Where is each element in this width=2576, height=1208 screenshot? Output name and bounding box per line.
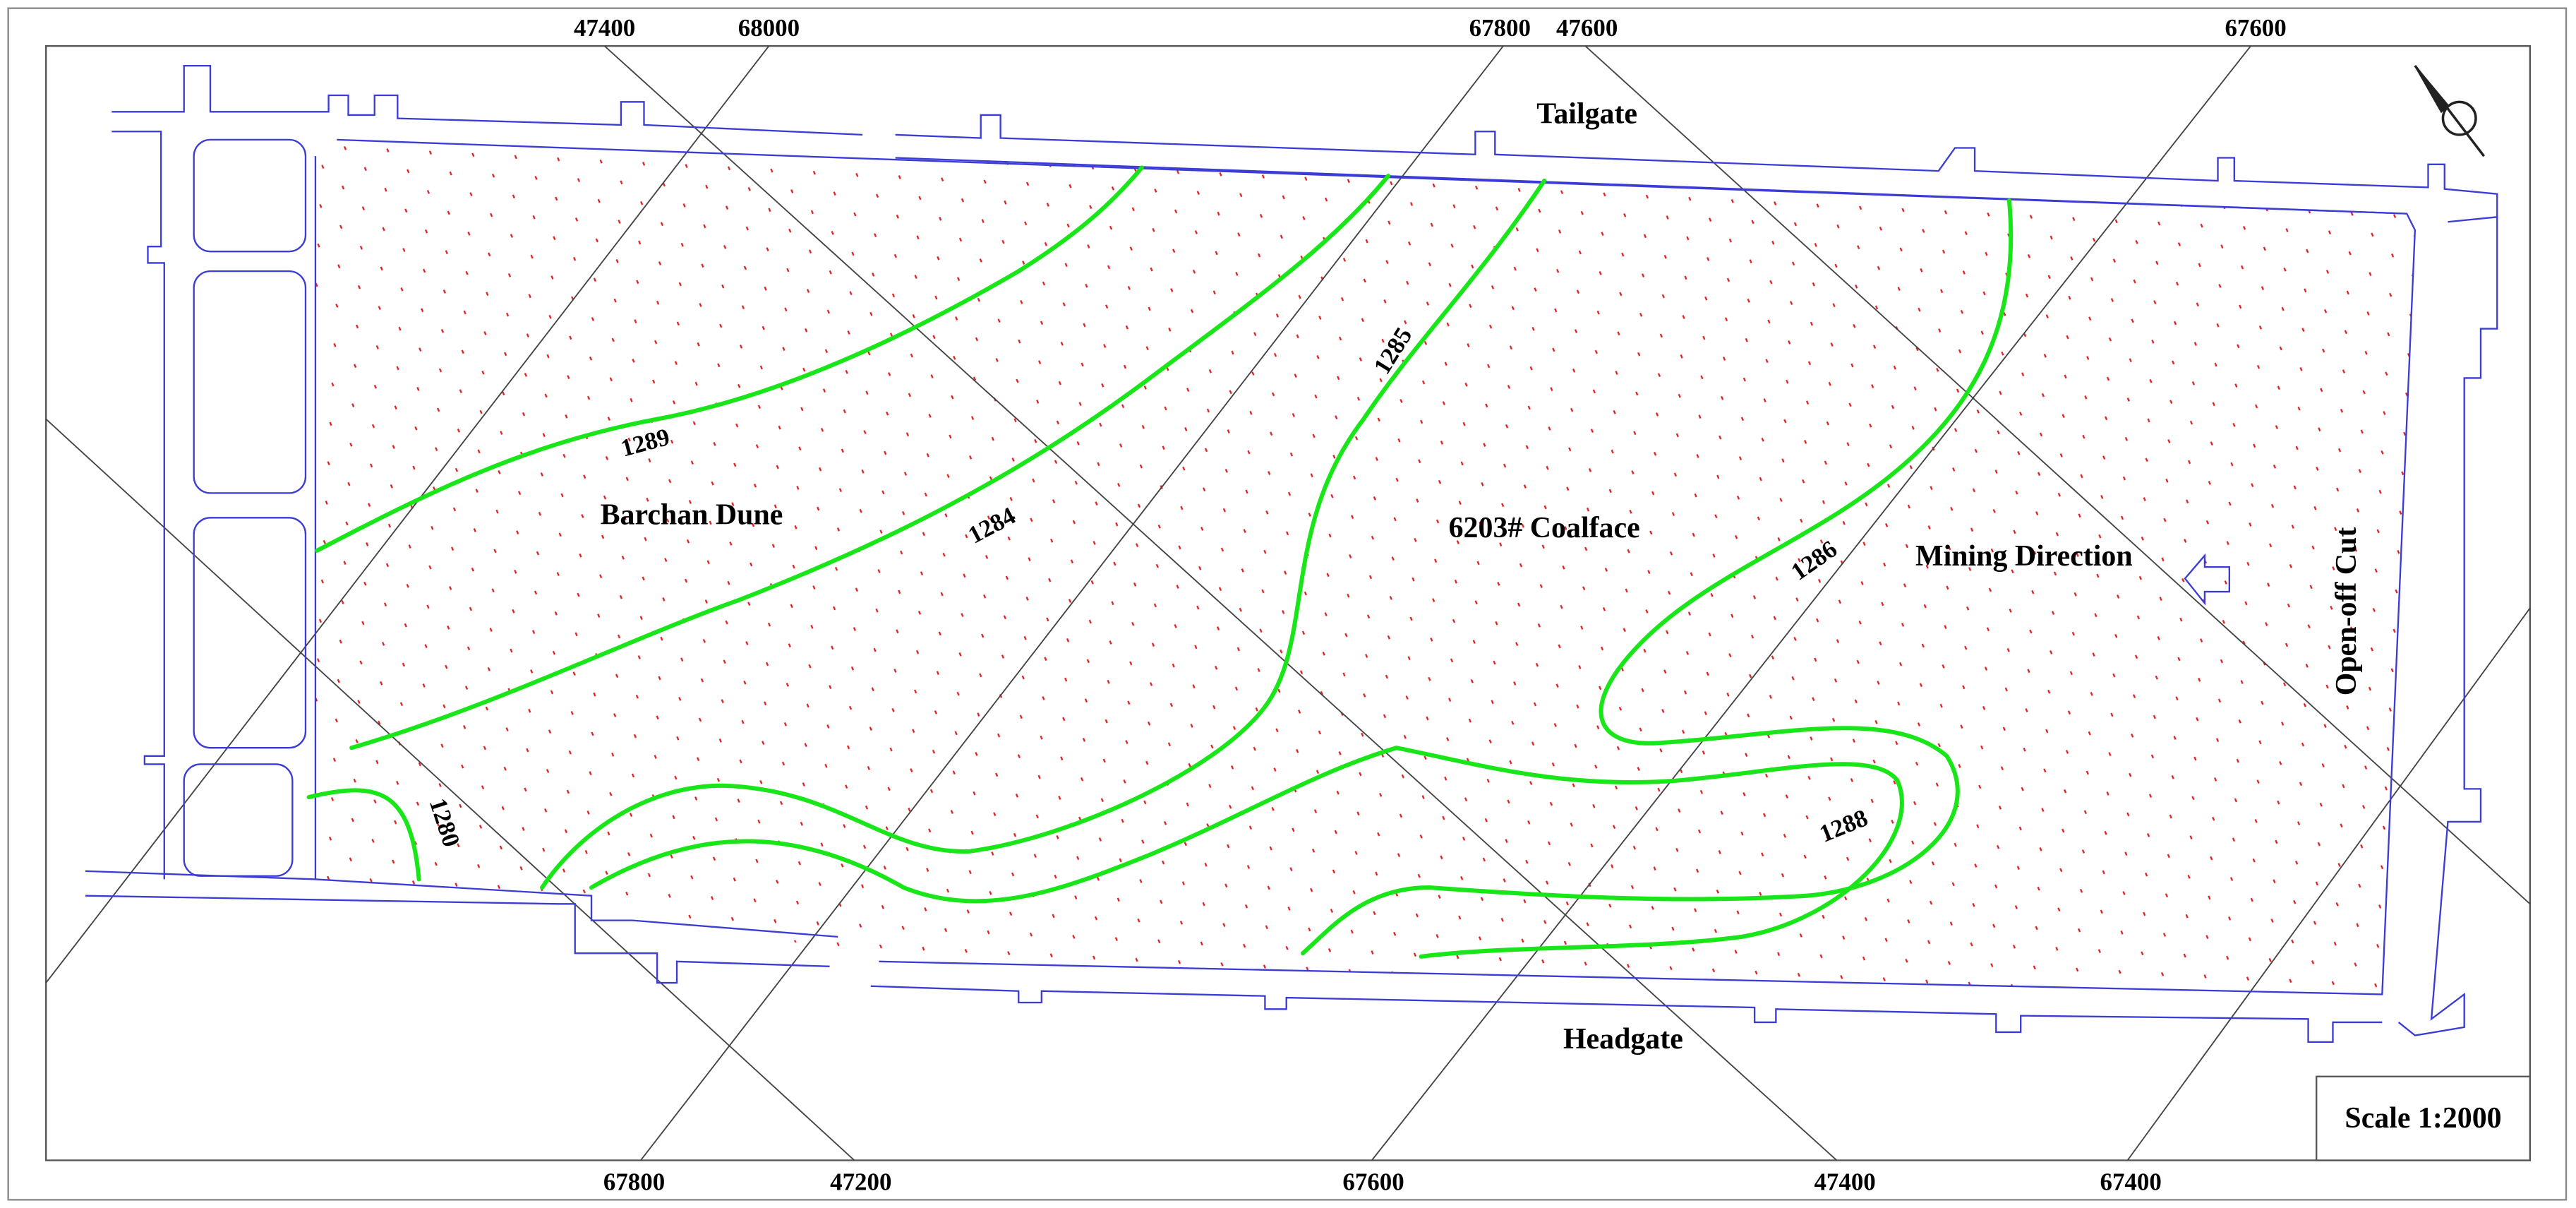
roadways	[85, 64, 2498, 1043]
grid-line	[2126, 607, 2531, 1161]
tailgate-road	[895, 114, 2498, 217]
grid-label: 47200	[830, 1168, 891, 1195]
contour-line	[540, 179, 1547, 890]
area-label: 6203# Coalface	[1449, 512, 1640, 544]
open-off-road	[2397, 215, 2498, 1036]
contour-line	[306, 788, 421, 882]
grid-label: 47600	[1556, 14, 1618, 42]
contours	[306, 165, 2014, 959]
contour-line	[589, 746, 1904, 959]
grid-label: 67600	[1342, 1168, 1404, 1195]
scale-box	[2316, 1075, 2531, 1161]
grid-line	[45, 45, 770, 983]
grid-line	[1371, 45, 2251, 1161]
north-arrow	[2414, 65, 2486, 157]
direction-arrow	[2184, 553, 2230, 606]
area-label: Open-off Cut	[2330, 527, 2363, 696]
contour-line	[315, 165, 1144, 553]
pillar	[183, 763, 294, 877]
grid-line	[604, 45, 1838, 1161]
headgate-road	[85, 870, 838, 938]
grid-label: 47400	[1814, 1168, 1875, 1195]
grid-label: 67800	[603, 1168, 665, 1195]
headgate-road	[870, 985, 2383, 1043]
grid-label: 68000	[738, 14, 800, 42]
road-label: Headgate	[1563, 1023, 1683, 1055]
pillar	[193, 517, 307, 749]
outer-border	[7, 7, 2568, 1201]
contour-line	[1300, 198, 2014, 956]
area-label: Barchan Dune	[601, 499, 783, 532]
tailgate-road	[895, 157, 2407, 215]
grid-lines	[45, 45, 2531, 1161]
grid-line	[640, 45, 1504, 1161]
scale-label: Scale 1:2000	[2345, 1102, 2501, 1135]
map-frame	[45, 45, 2531, 1161]
grid-label: 67800	[1469, 14, 1531, 42]
area-label: Mining Direction	[1915, 540, 2133, 573]
grid-label: 67400	[2100, 1168, 2162, 1195]
contour-line	[349, 174, 1391, 750]
tailgate-road	[112, 64, 863, 136]
coalface-boundary	[337, 138, 2416, 995]
pillar	[193, 270, 307, 494]
road-label: Tailgate	[1536, 98, 1637, 131]
grid-line	[45, 418, 855, 1161]
headgate-road	[85, 895, 830, 984]
grid-label: 67600	[2225, 14, 2286, 42]
pillar	[193, 138, 307, 253]
grid-label: 47400	[574, 14, 635, 42]
set-up-road	[112, 131, 165, 880]
